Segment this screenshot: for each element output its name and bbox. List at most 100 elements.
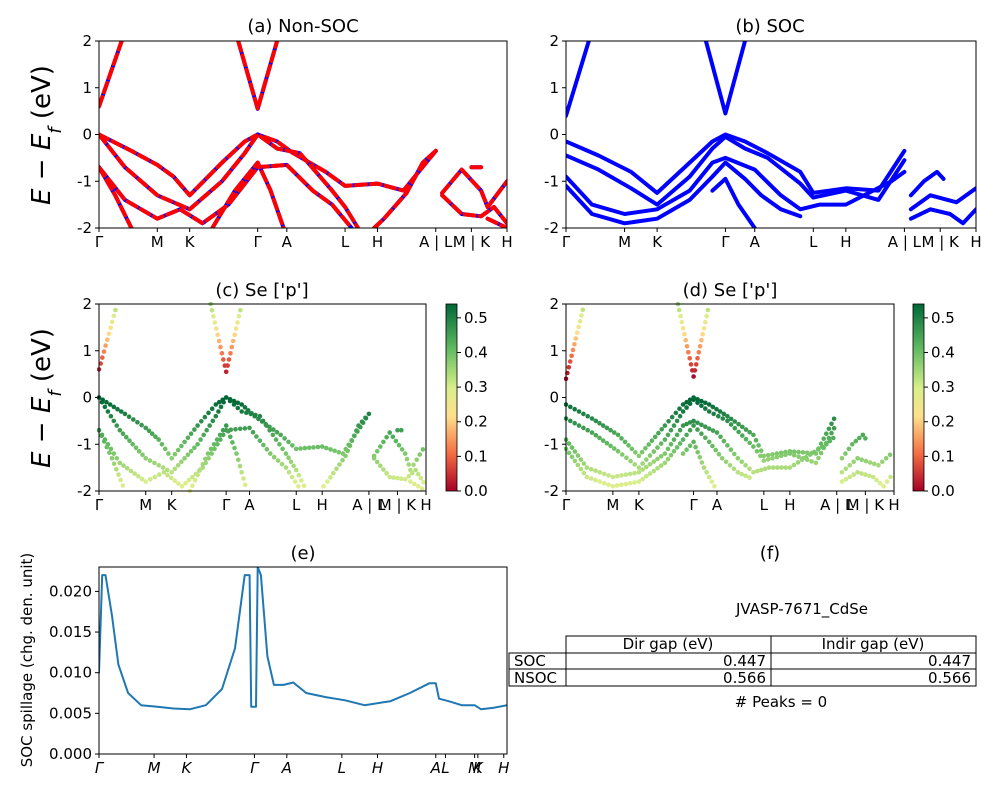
scatter-point <box>693 444 698 450</box>
scatter-point <box>706 409 712 414</box>
scatter-point <box>697 344 703 349</box>
panel-e-y-label: SOC spillage (chg. den. unit) <box>18 553 36 768</box>
scatter-point <box>662 451 668 456</box>
scatter-point <box>686 350 691 355</box>
scatter-point <box>680 402 686 407</box>
scatter-point <box>697 455 703 460</box>
scatter-point <box>714 406 719 412</box>
scatter-point <box>824 442 829 447</box>
scatter-point <box>633 450 638 455</box>
scatter-point <box>706 439 712 445</box>
scatter-point <box>656 430 661 436</box>
scatter-point <box>739 471 744 477</box>
colorbar-tick-label: 0.5 <box>931 309 955 327</box>
x-tick-label: A | L <box>419 233 453 251</box>
scatter-point <box>146 428 152 434</box>
scatter-point <box>345 448 351 454</box>
scatter-point <box>359 419 365 425</box>
scatter-point <box>787 465 793 470</box>
x-tick-label: Γ <box>689 496 698 514</box>
band-line <box>710 176 757 228</box>
scatter-point <box>581 470 587 476</box>
scatter-point <box>795 460 801 465</box>
scatter-point <box>283 465 289 470</box>
x-tick-label: M | K <box>922 233 961 251</box>
scatter-point <box>235 320 240 325</box>
x-tick-label: H <box>317 496 328 514</box>
scatter-point <box>710 443 715 449</box>
x-tick-label: Γ <box>562 233 571 251</box>
scatter-point <box>735 470 741 475</box>
scatter-point <box>332 448 337 454</box>
scatter-point <box>756 443 761 448</box>
scatter-point <box>328 475 333 480</box>
scatter-point <box>703 406 708 411</box>
panel-d-scatter <box>564 302 893 489</box>
colorbar-tick-label: 0.4 <box>931 343 955 361</box>
scatter-point <box>820 444 825 450</box>
scatter-point <box>100 355 105 360</box>
scatter-point <box>111 418 117 424</box>
scatter-point <box>576 409 582 414</box>
scatter-point <box>684 447 689 453</box>
x-tick-label: Γ <box>95 233 104 251</box>
scatter-point <box>826 426 832 432</box>
scatter-point <box>179 443 184 449</box>
scatter-point <box>139 476 145 482</box>
scatter-point <box>192 445 197 451</box>
scatter-point <box>732 451 737 457</box>
scatter-point <box>581 461 587 466</box>
scatter-point <box>687 427 693 433</box>
colorbar-gradient <box>445 303 458 492</box>
colorbar-tick-label: 0.1 <box>464 447 488 465</box>
scatter-point <box>717 409 723 414</box>
scatter-point <box>216 338 222 344</box>
scatter-point <box>649 438 655 444</box>
scatter-point <box>736 429 741 435</box>
scatter-point <box>391 475 396 480</box>
scatter-point <box>719 456 725 461</box>
scatter-point <box>250 429 256 435</box>
scatter-point <box>578 466 584 472</box>
x-tick-label: K <box>182 759 193 777</box>
scatter-point <box>162 446 168 452</box>
scatter-point <box>829 430 834 436</box>
scatter-point <box>739 459 744 465</box>
x-tick-label: L <box>338 759 346 777</box>
band-line <box>908 207 976 226</box>
scatter-point <box>874 477 879 483</box>
table-row-nsoc-dir: 0.566 <box>723 669 766 687</box>
scatter-point <box>229 344 235 350</box>
scatter-point <box>640 461 645 466</box>
scatter-point <box>800 450 806 455</box>
scatter-point <box>818 450 824 456</box>
scatter-point <box>761 453 767 459</box>
scatter-point <box>228 434 233 440</box>
table-row-nsoc-label: NSOC <box>514 669 557 687</box>
scatter-point <box>644 457 649 462</box>
scatter-point <box>709 479 715 484</box>
scatter-point <box>374 459 380 465</box>
scatter-point <box>680 451 686 456</box>
scatter-point <box>699 431 704 437</box>
x-tick-label: L <box>760 496 769 514</box>
scatter-point <box>665 456 671 462</box>
scatter-point <box>610 484 616 489</box>
scatter-point <box>863 436 868 441</box>
x-tick-label: M | K <box>379 496 418 514</box>
scatter-point <box>740 424 745 430</box>
scatter-point <box>847 463 852 468</box>
scatter-point <box>572 420 577 426</box>
scatter-point <box>669 414 675 420</box>
y-tick-label: 1 <box>82 79 92 97</box>
scatter-point <box>356 423 361 428</box>
scatter-point <box>216 399 222 405</box>
scatter-point <box>799 457 805 463</box>
scatter-point <box>684 421 689 427</box>
band-line <box>485 216 507 228</box>
scatter-point <box>791 452 797 458</box>
scatter-point <box>699 403 704 409</box>
